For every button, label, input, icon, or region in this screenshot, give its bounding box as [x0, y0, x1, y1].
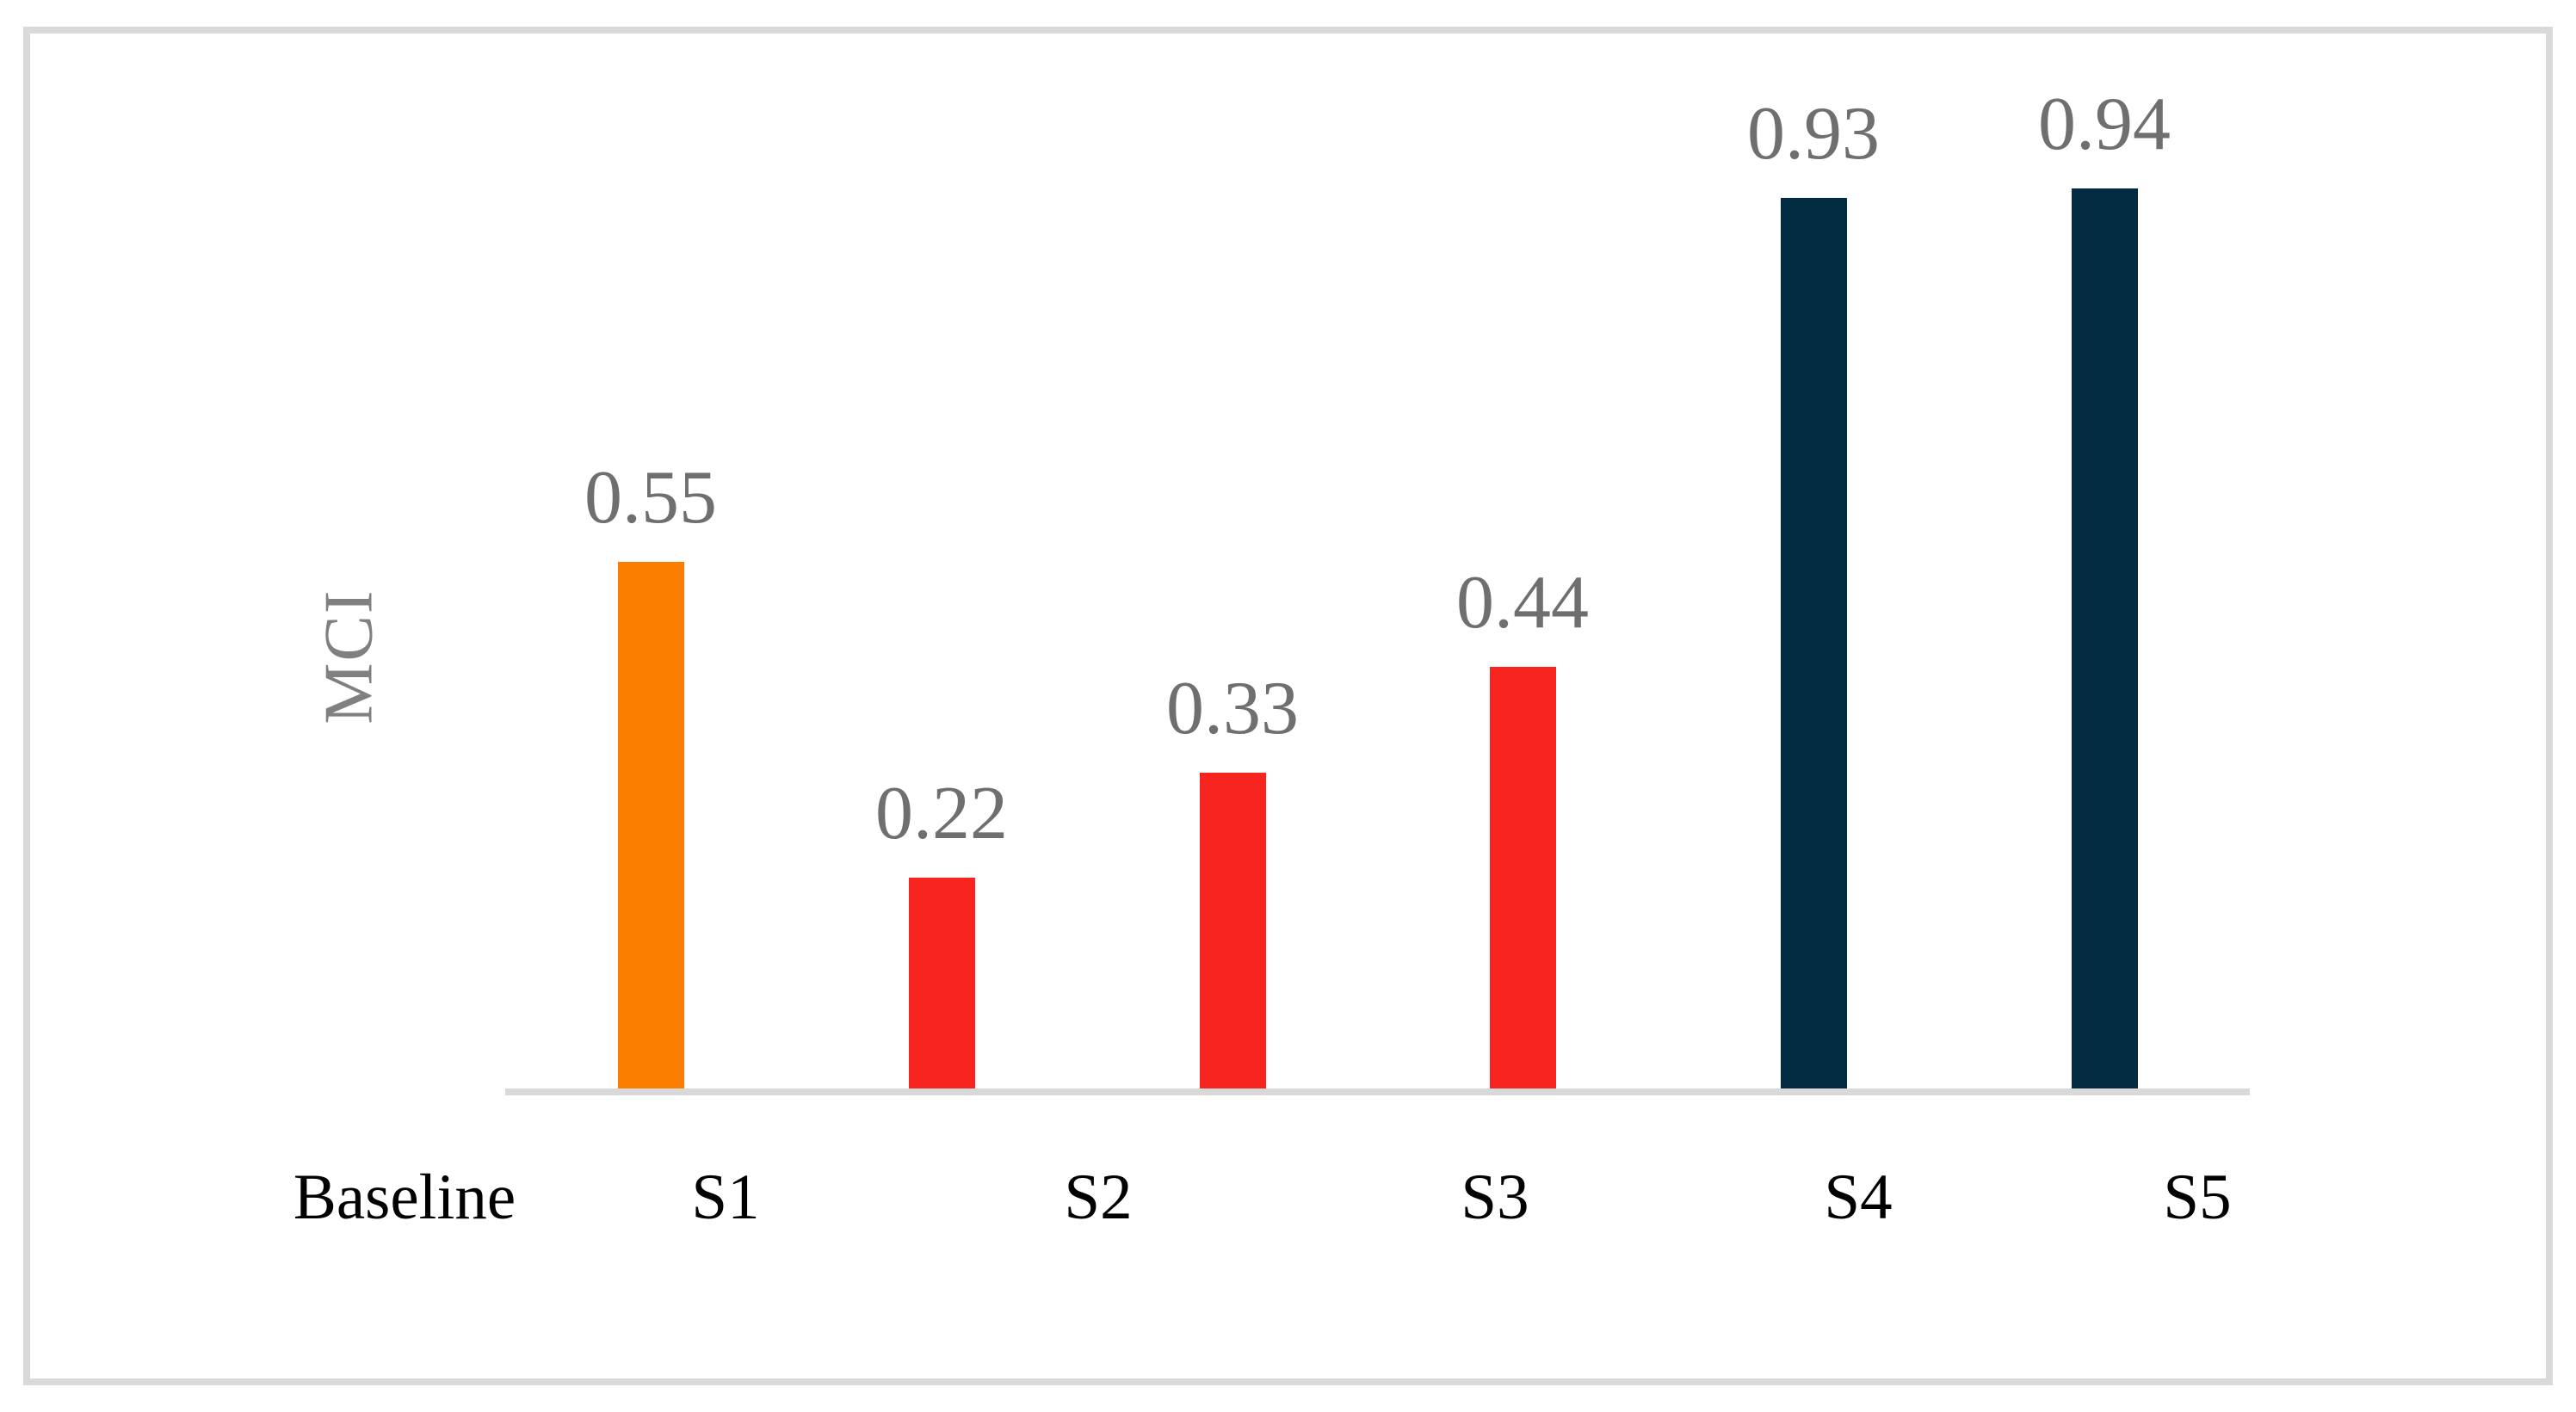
bar-value-label: 0.94 — [2038, 83, 2171, 166]
bar-s3 — [1489, 667, 1556, 1088]
x-axis-label-s5: S5 — [2163, 1162, 2232, 1233]
y-axis-title: MCI — [311, 589, 387, 724]
x-axis-line — [505, 1088, 2250, 1095]
bar-s4 — [1780, 198, 1847, 1088]
bar-value-label: 0.33 — [1166, 667, 1299, 750]
bar-baseline — [617, 562, 684, 1088]
bar-value-label: 0.55 — [584, 456, 717, 540]
x-axis-label-s2: S2 — [1064, 1162, 1133, 1233]
bar-s1 — [908, 878, 975, 1088]
x-axis-label-s1: S1 — [691, 1162, 760, 1233]
bar-value-label: 0.22 — [875, 772, 1008, 855]
bar-s2 — [1199, 773, 1266, 1088]
x-axis-label-s4: S4 — [1824, 1162, 1893, 1233]
x-axis-label-s3: S3 — [1461, 1162, 1529, 1233]
bar-s5 — [2071, 188, 2138, 1088]
bar-value-label: 0.93 — [1747, 92, 1880, 176]
x-axis-label-baseline: Baseline — [293, 1162, 516, 1233]
bar-value-label: 0.44 — [1456, 561, 1589, 644]
